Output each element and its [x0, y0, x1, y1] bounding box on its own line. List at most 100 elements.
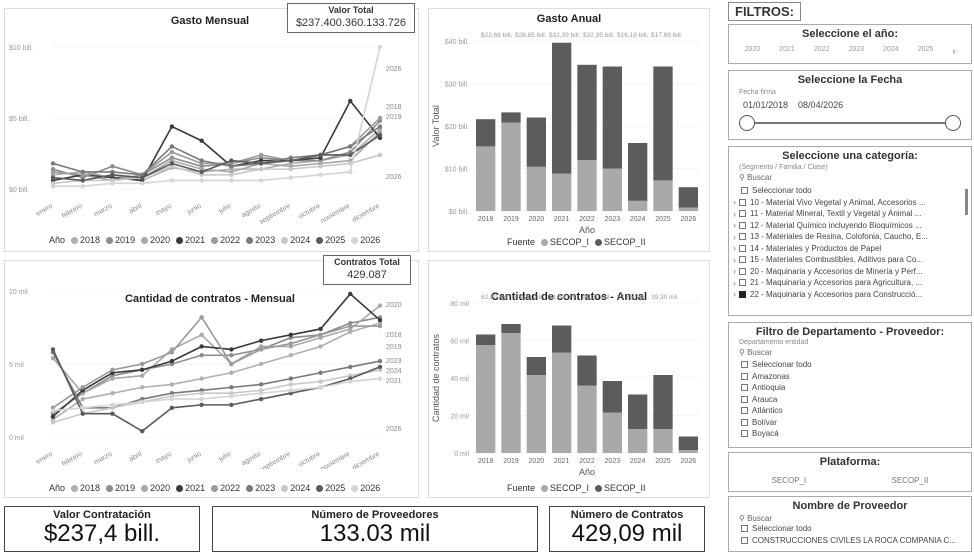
checkbox[interactable]: [739, 198, 746, 206]
annual-contracts-title: Cantidad de contratos - Anual: [490, 291, 648, 303]
kpi-value: 429,09 mil: [571, 520, 683, 547]
kpi-providers: Número de Proveedores 133.03 mil: [212, 506, 538, 552]
chevron-right-icon[interactable]: ›: [733, 220, 736, 231]
platform-option-secop-i[interactable]: SECOP_I: [771, 476, 807, 485]
chevron-right-icon[interactable]: ›: [733, 254, 736, 265]
chevron-right-icon[interactable]: ›: [733, 243, 736, 254]
category-search[interactable]: ⚲ Buscar: [729, 173, 971, 182]
chevron-right-icon[interactable]: ›: [952, 46, 956, 56]
series-point: [80, 385, 85, 390]
checkbox[interactable]: [741, 395, 748, 403]
series-point: [377, 376, 383, 381]
checkbox[interactable]: [741, 525, 748, 533]
category-scrollbar[interactable]: [965, 189, 968, 215]
year-option[interactable]: 2024: [883, 46, 899, 53]
series-point: [169, 350, 175, 355]
legend-title: Fuente: [507, 237, 536, 247]
start-date-input[interactable]: 01/01/2018: [743, 100, 789, 110]
checkbox[interactable]: [741, 372, 748, 380]
chevron-right-icon[interactable]: ›: [733, 277, 736, 288]
end-date-input[interactable]: 08/04/2026: [798, 100, 844, 110]
filter-option[interactable]: › 15 - Materiales Combustibles, Aditivos …: [729, 254, 971, 266]
series-point: [110, 411, 115, 416]
bar-secop-i: [628, 429, 648, 453]
y-tick-label: $20 bill.: [445, 124, 469, 131]
chevron-right-icon[interactable]: ›: [733, 289, 736, 300]
legend-label: 2018: [80, 235, 101, 245]
series-end-label: 2019: [386, 114, 402, 121]
checkbox[interactable]: [739, 290, 746, 298]
x-tick-label: abril: [128, 450, 143, 463]
year-option[interactable]: 2025: [917, 46, 934, 53]
filter-option[interactable]: › 12 - Material Químico incluyendo Bioquí…: [729, 220, 971, 232]
year-option[interactable]: 2021: [779, 46, 795, 53]
annual-contracts-legend: Fuente SECOP_I SECOP_II: [507, 483, 646, 493]
x-tick-label: 2026: [681, 458, 697, 465]
filter-option[interactable]: Antioquia: [729, 382, 971, 394]
legend-label: 2019: [115, 483, 136, 493]
checkbox[interactable]: [741, 430, 748, 438]
checkbox[interactable]: [741, 418, 748, 426]
filter-option[interactable]: › 20 - Maquinaria y Accesorios de Minería…: [729, 266, 971, 278]
checkbox[interactable]: [739, 233, 746, 241]
filter-option[interactable]: Amazonas: [729, 371, 971, 383]
checkbox[interactable]: [741, 536, 748, 544]
date-filter-title: Seleccione la Fecha: [797, 74, 903, 86]
filter-option-label: Seleccionar todo: [752, 524, 812, 534]
checkbox[interactable]: [739, 279, 746, 287]
series-point: [229, 361, 234, 367]
provider-search[interactable]: ⚲ Buscar: [729, 514, 971, 523]
checkbox[interactable]: [741, 384, 748, 392]
filter-option-label: 22 - Maquinaria y Accesorios para Constr…: [750, 289, 923, 299]
checkbox[interactable]: [741, 361, 748, 369]
filter-option[interactable]: › 11 - Material Mineral, Textil y Vegetal…: [729, 208, 971, 220]
filter-option[interactable]: Atlántico: [729, 405, 971, 417]
series-point: [377, 358, 383, 364]
date-range-slider[interactable]: [739, 114, 961, 132]
filter-option[interactable]: Seleccionar todo: [729, 523, 971, 535]
series-point: [199, 178, 204, 183]
monthly-contracts-title: Cantidad de contratos - Mensual: [125, 293, 295, 305]
bar-secop-ii: [653, 66, 673, 181]
filter-option[interactable]: › 10 - Material Vivo Vegetal y Animal, Ac…: [729, 197, 971, 209]
slider-handle-end[interactable]: [945, 115, 961, 131]
chevron-right-icon[interactable]: ›: [733, 231, 736, 242]
checkbox[interactable]: [741, 407, 748, 415]
platform-option-secop-ii[interactable]: SECOP_II: [891, 476, 929, 485]
year-option[interactable]: 2023: [848, 46, 865, 53]
filter-option[interactable]: Bolívar: [729, 417, 971, 429]
filter-option[interactable]: › 14 - Materiales y Productos de Papel: [729, 243, 971, 255]
year-option[interactable]: 2020: [744, 46, 761, 53]
filter-option-label: 12 - Material Químico incluyendo Bioquím…: [750, 220, 922, 230]
checkbox[interactable]: [739, 244, 746, 252]
filter-option[interactable]: › 21 - Maquinaria y Accesorios para Agric…: [729, 277, 971, 289]
chevron-right-icon[interactable]: ›: [733, 208, 736, 219]
filter-option[interactable]: Seleccionar todo: [729, 185, 971, 197]
data-label: 51,60 mil: [549, 294, 576, 301]
filter-option[interactable]: › 13 - Materiales de Resina, Colofonia, C…: [729, 231, 971, 243]
series-point: [348, 152, 353, 158]
legend-dot: [106, 236, 114, 244]
chevron-right-icon[interactable]: ›: [733, 197, 736, 208]
checkbox[interactable]: [739, 210, 746, 218]
checkbox[interactable]: [739, 256, 746, 264]
checkbox[interactable]: [741, 187, 748, 195]
filter-option[interactable]: Seleccionar todo: [729, 359, 971, 371]
filter-option[interactable]: Boyacá: [729, 428, 971, 440]
chevron-right-icon[interactable]: ›: [733, 266, 736, 277]
filter-option[interactable]: CONSTRUCCIONES CIVILES LA ROCA COMPANIA …: [729, 535, 971, 547]
series-line: [53, 46, 381, 187]
annual-contracts-panel: Cantidad de contratos - Anual 80 mil 60 m…: [428, 260, 710, 498]
filter-option[interactable]: Arauca: [729, 394, 971, 406]
department-search[interactable]: ⚲ Buscar: [729, 348, 971, 357]
year-option[interactable]: 2022: [813, 46, 830, 53]
series-point: [318, 172, 323, 177]
monthly-contracts-total-value: 429.087: [347, 269, 387, 281]
checkbox[interactable]: [739, 221, 746, 229]
series-point: [318, 344, 323, 349]
series-point: [377, 44, 383, 50]
checkbox[interactable]: [739, 267, 746, 275]
series-point: [50, 161, 56, 166]
filter-option[interactable]: › 22 - Maquinaria y Accesorios para Const…: [729, 289, 971, 301]
slider-handle-start[interactable]: [739, 115, 755, 131]
